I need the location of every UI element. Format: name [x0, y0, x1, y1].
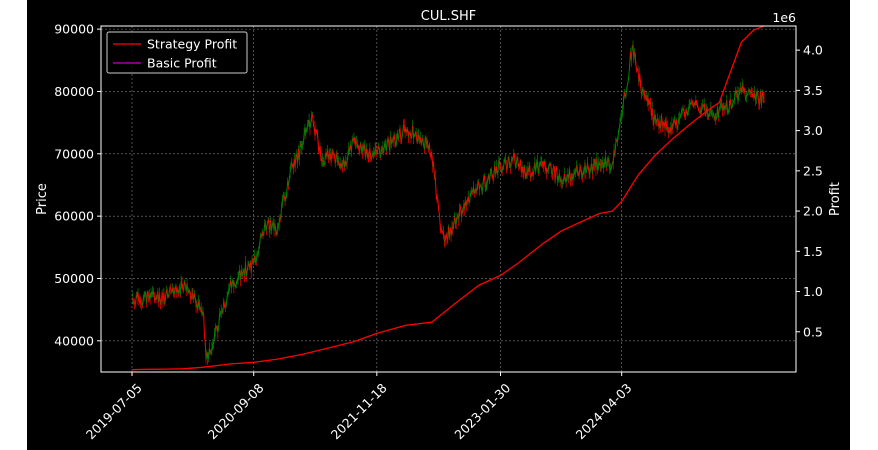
y2-tick-label: 2.5	[803, 163, 823, 178]
price-segment	[203, 315, 205, 337]
y2-tick-label: 2.0	[803, 204, 823, 219]
chart-figure: 2019-07-05 2020-09-08 2021-11-18 2023-01-30…	[27, 0, 850, 450]
y2-tick-label: 3.5	[803, 83, 823, 98]
y-tick-label: 50000	[54, 271, 94, 286]
price-segment	[630, 47, 633, 61]
price-segment	[294, 155, 297, 168]
y2-tick-label: 4.0	[803, 43, 823, 58]
legend-label-strategy-profit: Strategy Profit	[147, 37, 237, 52]
x-tick-label: 2020-09-08	[205, 380, 267, 442]
price-segment	[319, 145, 322, 160]
legend: Strategy Profit Basic Profit	[106, 31, 248, 74]
y-axis-label: Price	[35, 183, 50, 215]
axis-layer: 2019-07-05 2020-09-08 2021-11-18 2023-01-30…	[54, 22, 823, 443]
y-tick-label: 40000	[54, 333, 94, 348]
legend-label-basic-profit: Basic Profit	[147, 56, 217, 71]
chart-title: CUL.SHF	[421, 9, 476, 24]
y-tick-label: 60000	[54, 209, 94, 224]
y2-tick-label: 0.5	[803, 324, 823, 339]
x-tick-label: 2021-11-18	[328, 380, 390, 442]
price-layer	[131, 40, 765, 365]
price-segment	[428, 144, 431, 156]
x-tick-label: 2023-01-30	[451, 380, 513, 442]
y-tick-label: 70000	[54, 146, 94, 161]
chart-svg: 2019-07-05 2020-09-08 2021-11-18 2023-01-30…	[35, 9, 843, 443]
y2-tick-label: 1.5	[803, 244, 823, 259]
legend-box	[106, 31, 248, 74]
y2-tick-label: 1.0	[803, 284, 823, 299]
y2-axis-multiplier: 1e6	[772, 10, 796, 25]
y-tick-label: 80000	[54, 84, 94, 99]
x-tick-label: 2024-04-03	[573, 380, 635, 442]
x-tick-label: 2019-07-05	[83, 380, 145, 442]
y2-tick-label: 3.0	[803, 123, 823, 138]
strategy-profit-line	[131, 25, 765, 371]
plot-frame	[100, 25, 797, 373]
y2-axis-label: Profit	[828, 182, 843, 216]
profit-layer	[131, 25, 765, 371]
grid-layer	[101, 26, 796, 372]
y-tick-label: 90000	[54, 22, 94, 37]
